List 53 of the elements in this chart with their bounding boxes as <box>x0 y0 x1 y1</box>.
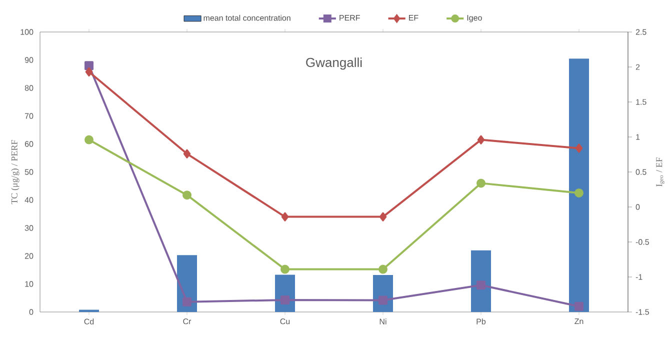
x-tick-label: Zn <box>574 318 584 324</box>
point <box>378 264 388 274</box>
point <box>477 135 485 144</box>
point <box>574 188 584 198</box>
y2-tick-label: -1.5 <box>636 309 649 315</box>
text: Gwangalli <box>306 58 362 70</box>
y2-tick-label: 2 <box>636 64 640 70</box>
y2-tick-label: 0 <box>636 204 640 210</box>
x-tick-label: Ni <box>380 318 386 324</box>
legend-label: PERF <box>340 15 360 21</box>
y2-tick-label: -1 <box>636 274 642 280</box>
point <box>280 264 290 274</box>
point <box>84 61 94 70</box>
legend-label: mean total concentration <box>204 14 290 21</box>
y-tick-label: 60 <box>24 141 34 147</box>
point <box>85 67 93 76</box>
y-tick-label: 90 <box>24 57 34 63</box>
bar <box>471 250 491 312</box>
y-tick-label: 0 <box>29 309 34 315</box>
point <box>476 178 486 188</box>
y-tick-label: 20 <box>24 253 34 259</box>
point <box>183 149 191 158</box>
point <box>476 280 486 290</box>
point <box>280 295 290 304</box>
y2-tick-label: 2.5 <box>636 29 646 35</box>
legend-label: EF <box>409 15 418 21</box>
y2-tick-label: 1 <box>636 134 640 140</box>
y-tick-label: 50 <box>24 169 34 175</box>
x-tick-label: Pb <box>476 318 486 324</box>
x-tick-label: Cd <box>84 318 94 324</box>
bar <box>569 58 589 312</box>
y-axis-title: TC (μg/g) / PERF <box>11 140 20 204</box>
point <box>281 212 289 222</box>
point <box>182 190 192 200</box>
point <box>378 296 388 305</box>
legend-label: Igeo <box>467 15 482 22</box>
y-tick-label: 40 <box>24 197 34 203</box>
point <box>575 144 583 153</box>
y-tick-label: 30 <box>24 225 34 231</box>
y2-tick-label: -0.5 <box>636 239 649 245</box>
y-tick-label: 80 <box>24 85 34 91</box>
y2-tick-label: 1.5 <box>636 99 646 105</box>
point <box>84 135 94 144</box>
x-tick-label: Cu <box>280 318 290 324</box>
point <box>182 297 192 306</box>
y-tick-label: 100 <box>20 29 34 35</box>
point <box>574 302 584 311</box>
point <box>379 212 387 222</box>
y2-tick-label: 0.5 <box>636 169 646 175</box>
y2-axis-title: I$_{geo}$ / EF <box>656 157 664 186</box>
x-tick-label: Cr <box>183 318 192 324</box>
y-tick-label: 10 <box>25 281 34 287</box>
y-tick-label: 70 <box>24 113 34 119</box>
